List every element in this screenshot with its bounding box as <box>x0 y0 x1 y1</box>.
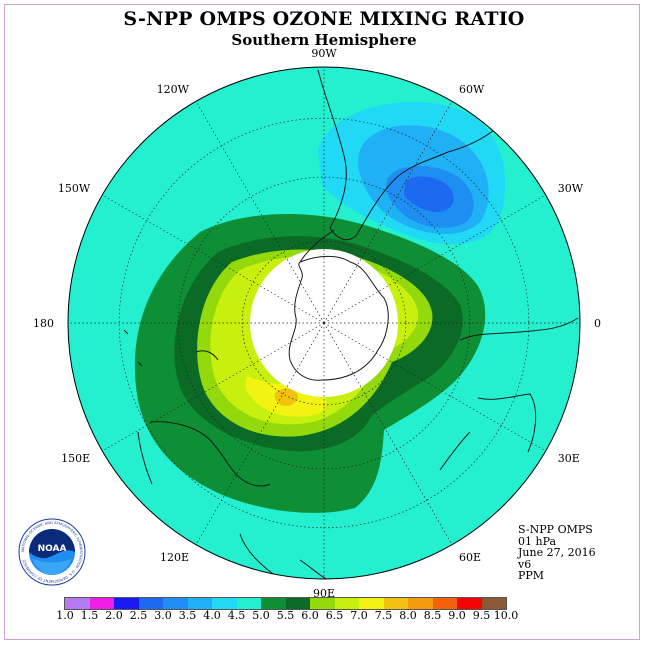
colorbar-segment <box>359 598 384 609</box>
map-subtitle: Southern Hemisphere <box>231 31 417 49</box>
south-america-coast <box>317 69 506 241</box>
colorbar-tick-label: 7.5 <box>374 609 393 622</box>
meridian-line <box>102 322 325 452</box>
longitude-label: 30W <box>558 182 584 195</box>
colorbar-tick-label: 2.5 <box>129 609 148 622</box>
longitude-label: 150E <box>61 452 90 465</box>
colorbar-segment <box>334 598 359 609</box>
colorbar-segment <box>383 598 408 609</box>
colorbar-tick-label: 9.5 <box>472 609 491 622</box>
colorbar-tick-label: 5.0 <box>252 609 270 622</box>
colorbar-segment <box>432 598 457 609</box>
new-zealand-coast <box>123 329 219 367</box>
colorbar-segment <box>212 598 237 609</box>
high-ozone-orange <box>274 388 298 406</box>
map-boundary <box>67 66 581 580</box>
antarctica-coast <box>288 255 389 381</box>
noaa-logo: NATIONAL OCEANIC AND ATMOSPHERIC ADMINIS… <box>18 518 86 586</box>
colorbar <box>64 597 507 610</box>
colorbar-tick-label: 10.0 <box>493 609 519 622</box>
figure-frame <box>4 4 640 640</box>
colorbar-tick-label: 8.5 <box>423 609 442 622</box>
longitude-label: 120E <box>160 551 189 564</box>
graticule <box>68 67 580 579</box>
longitude-label: 0 <box>594 317 601 330</box>
meridian-line <box>323 101 453 324</box>
meridian-line <box>195 101 325 324</box>
colorbar-tick-label: 4.5 <box>227 609 246 622</box>
latitude-circle <box>177 176 471 470</box>
longitude-label: 30E <box>558 452 580 465</box>
longitude-label: 60W <box>459 83 485 96</box>
meridian-line <box>102 194 325 324</box>
colorbar-tick-label: 7.0 <box>350 609 368 622</box>
longitude-labels: 90W 60W 30W 0 30E 60E 90E 120E 150E 180 150W 120W <box>33 47 601 600</box>
colorbar-tick-label: 3.0 <box>154 609 172 622</box>
info-panel: S-NPP OMPS 01 hPa June 27, 2016 v6 PPM <box>518 524 596 582</box>
coastlines <box>123 69 579 579</box>
colorbar-tick-label: 6.5 <box>325 609 344 622</box>
colorbar-tick-label: 2.0 <box>105 609 123 622</box>
colorbar-tick-label: 8.0 <box>399 609 417 622</box>
logo-text: NOAA <box>38 544 67 554</box>
longitude-label: 180 <box>33 317 54 330</box>
colorbar-segment <box>187 598 212 609</box>
australia-coast <box>137 421 271 487</box>
longitude-label: 60E <box>459 551 481 564</box>
map-title: S-NPP OMPS OZONE MIXING RATIO <box>123 8 525 30</box>
colorbar-segment <box>310 598 335 609</box>
colorbar-segment <box>457 598 482 609</box>
colorbar-segment <box>236 598 261 609</box>
colorbar-tick-label: 4.0 <box>203 609 221 622</box>
colorbar-tick-label: 3.5 <box>178 609 197 622</box>
longitude-label: 90W <box>311 47 337 60</box>
colorbar-tick-label: 1.5 <box>80 609 99 622</box>
colorbar-segment <box>285 598 310 609</box>
africa-coast <box>439 317 579 471</box>
colorbar-segment <box>114 598 139 609</box>
colorbar-tick-label: 6.0 <box>301 609 319 622</box>
meridian-line <box>195 322 325 545</box>
colorbar-segment <box>408 598 433 609</box>
low-ozone-core <box>404 176 454 213</box>
info-units: PPM <box>518 569 545 583</box>
colorbar-segment <box>261 598 286 609</box>
longitude-label: 150W <box>58 182 91 195</box>
info-date: June 27, 2016 <box>518 546 596 560</box>
meridian-line <box>323 322 453 545</box>
longitude-label: 120W <box>157 83 190 96</box>
meridian-line <box>323 194 546 324</box>
info-instrument: S-NPP OMPS <box>518 523 593 536</box>
colorbar-tick-label: 1.0 <box>56 609 74 622</box>
colorbar-segment <box>65 598 90 609</box>
longitude-label: 90E <box>313 587 335 600</box>
colorbar-tick-label: 9.0 <box>448 609 466 622</box>
colorbar-segment <box>89 598 114 609</box>
colorbar-tick-label: 5.5 <box>276 609 295 622</box>
meridian-line <box>323 322 546 452</box>
info-version: v6 <box>518 557 532 571</box>
colorbar-segment <box>481 598 506 609</box>
colorbar-segment <box>163 598 188 609</box>
colorbar-segment <box>138 598 163 609</box>
latitude-circle <box>241 240 407 406</box>
colorbar-ticks: 1.0 1.5 2.0 2.5 3.0 3.5 4.0 4.5 5.0 5.5 6.0 6.5 7.0 7… <box>0 609 648 623</box>
info-level: 01 hPa <box>518 534 557 548</box>
